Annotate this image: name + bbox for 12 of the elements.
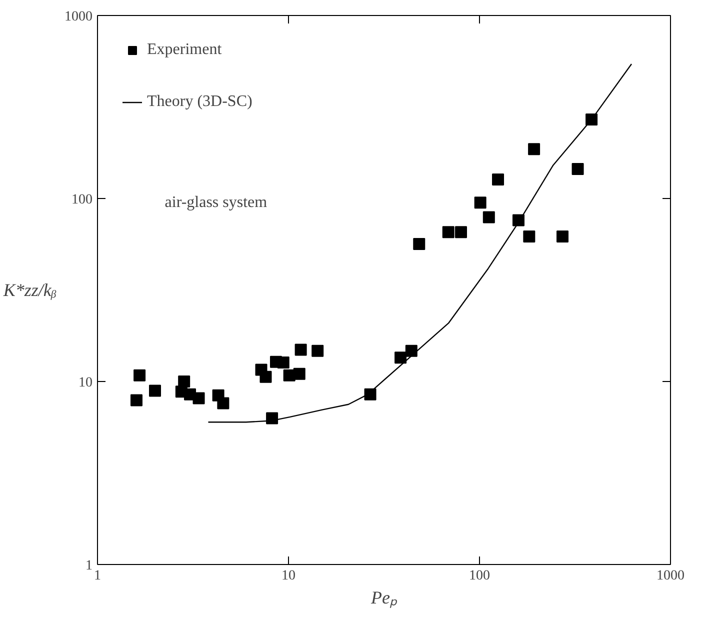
x-tick-label: 100 xyxy=(469,568,490,584)
y-tick-label: 1 xyxy=(86,558,92,574)
legend-label: Experiment xyxy=(147,41,222,59)
legend-label: Theory (3D-SC) xyxy=(147,93,252,111)
y-tick-label: 10 xyxy=(78,376,92,390)
annotation: air-glass system xyxy=(164,194,268,212)
y-tick-label: 100 xyxy=(72,192,92,208)
x-tick-label: 10 xyxy=(282,568,296,584)
y-tick-label: 1000 xyxy=(64,10,92,24)
x-tick-label: 1000 xyxy=(656,568,684,584)
y-axis-title: K*zz/kᵦ xyxy=(2,280,57,300)
x-axis-title: Peₚ xyxy=(370,588,398,608)
